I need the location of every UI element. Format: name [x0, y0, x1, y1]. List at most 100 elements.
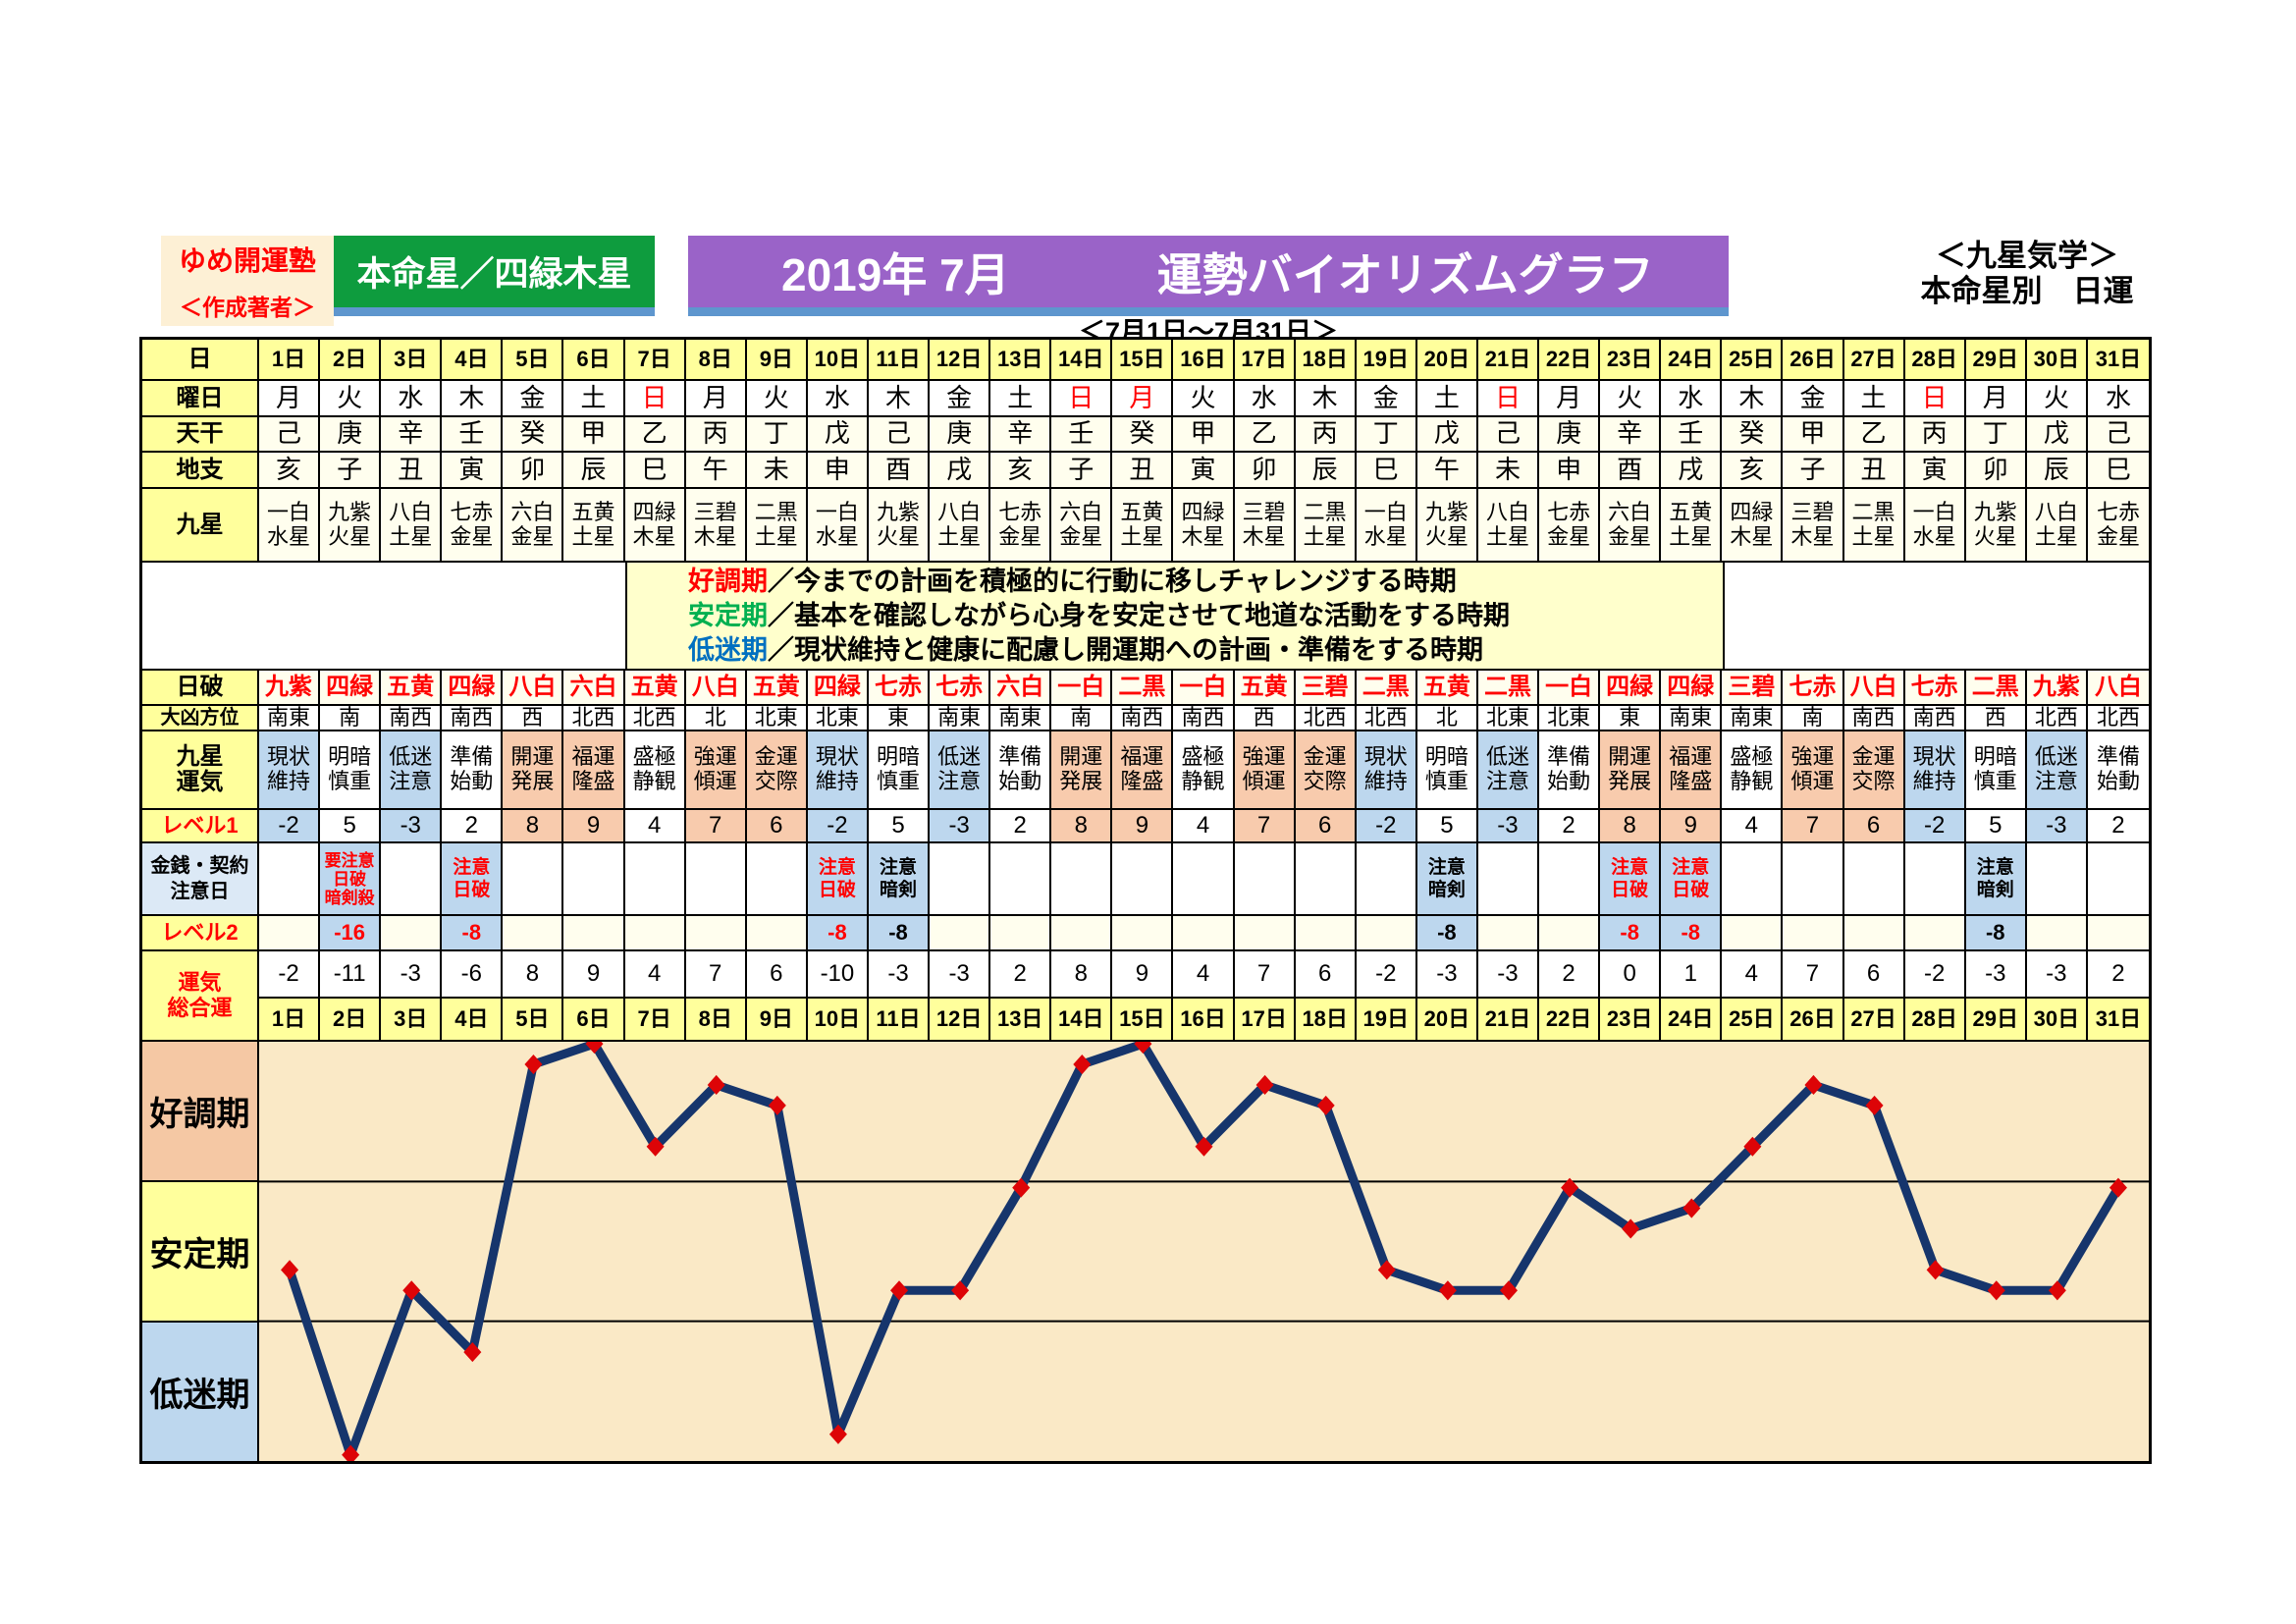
bottom-day-cell: 5日 — [503, 999, 564, 1040]
kyusei-cell: 三碧 木星 — [1234, 489, 1296, 561]
kyusei-cell: 八白 土星 — [2026, 489, 2088, 561]
unki-cell: 明暗 慎重 — [320, 731, 382, 808]
day-header-cell: 13日 — [990, 340, 1052, 379]
weekday-cell: 木 — [442, 381, 504, 415]
title-year-month: 2019年 7月 — [781, 248, 1010, 300]
unki-cell: 現状 維持 — [1904, 731, 1966, 808]
nichiha-cell: 四緑 — [1600, 671, 1662, 704]
level1-cell: 9 — [563, 810, 625, 841]
kinsen-cell — [1783, 843, 1844, 914]
weekday-cell: 金 — [930, 381, 991, 415]
data-point-diamond — [1804, 1074, 1823, 1096]
total-value-cell: 2 — [990, 951, 1052, 997]
chishi-cell: 午 — [1416, 453, 1478, 487]
weekday-cell: 水 — [2087, 381, 2149, 415]
nichiha-cell: 一白 — [1173, 671, 1235, 704]
unki-cell: 開運 発展 — [1051, 731, 1113, 808]
bottom-day-row: 1日 2日 3日 4日 5日 6日 7日 8日 9日 10日 11日 12日 13日 14日 15日 16日 1… — [259, 999, 2149, 1040]
kinsen-cell — [1234, 843, 1296, 914]
kinsen-cell — [1539, 843, 1601, 914]
kinsen-cell — [1173, 843, 1235, 914]
total-value-cell: 6 — [746, 951, 808, 997]
bottom-day-cell: 21日 — [1477, 999, 1540, 1040]
nichiha-cell: 五黄 — [1234, 671, 1296, 704]
kyusei-cell: 六白 金星 — [1051, 489, 1113, 561]
tenkan-cell: 丁 — [746, 417, 808, 451]
legend-desc: ／現状維持と健康に配慮し開運期への計画・準備をする時期 — [768, 635, 1483, 665]
weekday-cell: 水 — [1661, 381, 1723, 415]
tenkan-cell: 甲 — [563, 417, 625, 451]
day-header-cell: 8日 — [685, 340, 747, 379]
tenkan-cell: 丁 — [1356, 417, 1417, 451]
daikyo-cell: 南東 — [990, 706, 1052, 730]
chishi-cell: 申 — [807, 453, 869, 487]
level2-cell — [2026, 916, 2088, 949]
zone-label: 好調期 — [142, 1042, 257, 1182]
kyusei-cell: 四緑 木星 — [1173, 489, 1235, 561]
total-value-cell: 4 — [1722, 951, 1784, 997]
level2-cell — [1904, 916, 1966, 949]
data-point-diamond — [1438, 1280, 1457, 1301]
day-header-cell: 23日 — [1600, 340, 1662, 379]
nichiha-cell: 七赤 — [1904, 671, 1966, 704]
level2-cell — [563, 916, 625, 949]
legend-left-spacer — [142, 563, 625, 669]
daikyo-cell: 北東 — [1539, 706, 1601, 730]
total-value-cell: 7 — [1783, 951, 1844, 997]
data-point-diamond — [828, 1424, 847, 1444]
legend-line: 安定期／基本を確認しながら心身を安定させて地道な活動をする時期 — [688, 599, 1723, 632]
nichiha-cell: 七赤 — [868, 671, 931, 704]
data-point-diamond — [1743, 1136, 1762, 1157]
level2-cell — [1234, 916, 1296, 949]
bottom-day-cell: 23日 — [1600, 999, 1662, 1040]
tenkan-cell: 丙 — [1904, 417, 1966, 451]
level1-cell: -3 — [381, 810, 443, 841]
level1-cell: 2 — [1539, 810, 1601, 841]
total-value-cell: -3 — [868, 951, 931, 997]
chishi-cell: 寅 — [1904, 453, 1966, 487]
daikyo-cell: 南 — [320, 706, 382, 730]
bottom-day-cell: 8日 — [685, 999, 747, 1040]
daikyo-cell: 南 — [1783, 706, 1844, 730]
unki-row: 九星 運気 現状 維持 明暗 慎重 低迷 注意 準備 始動 開運 発展 福運 隆盛 盛極 静観 強運 傾運 金運 交際… — [142, 731, 2149, 810]
chishi-cell: 丑 — [381, 453, 443, 487]
daikyo-cell: 南西 — [381, 706, 443, 730]
kinsen-cell — [381, 843, 443, 914]
kyusei-kigaku-line1: ＜九星気学＞ — [1936, 239, 2118, 273]
level1-row: レベル1 -2 5 -3 2 8 9 4 7 6 -2 5 -3 2 8 9 4 7 6 -2 5 -3 2 8 9 4 7 6 -2 5… — [142, 810, 2149, 843]
unki-cell: 明暗 慎重 — [1416, 731, 1478, 808]
kyusei-cell: 三碧 木星 — [685, 489, 747, 561]
day-header-cell: 1日 — [259, 340, 321, 379]
total-values-row: -2 -11 -3 -6 8 9 4 7 6 -10 -3 -3 2 8 9 4 7 6 -2 -3 -3 2 0 1 4 7 6-… — [259, 951, 2149, 999]
level1-cell: 6 — [1295, 810, 1357, 841]
day-header-cell: 16日 — [1173, 340, 1235, 379]
total-value-cell: 2 — [2087, 951, 2149, 997]
weekday-cell: 火 — [320, 381, 382, 415]
kyusei-kigaku-title: ＜九星気学＞ 本命星別 日運 — [1895, 239, 2160, 309]
weekday-cell: 日 — [624, 381, 686, 415]
total-value-cell: -3 — [930, 951, 991, 997]
level2-cell — [2087, 916, 2149, 949]
chishi-cell: 酉 — [1600, 453, 1662, 487]
unki-cell: 福運 隆盛 — [1112, 731, 1174, 808]
tenkan-cell: 乙 — [1234, 417, 1296, 451]
nichiha-cell: 六白 — [990, 671, 1052, 704]
weekday-cell: 木 — [868, 381, 931, 415]
weekday-cell: 月 — [1112, 381, 1174, 415]
weekday-cell: 月 — [259, 381, 321, 415]
unki-cell: 準備 始動 — [442, 731, 504, 808]
bottom-day-cell: 24日 — [1661, 999, 1723, 1040]
level1-cell: 6 — [746, 810, 808, 841]
total-value-cell: -3 — [1477, 951, 1540, 997]
tenkan-cell: 丙 — [685, 417, 747, 451]
level2-cell: -8 — [1416, 916, 1478, 949]
weekday-cell: 日 — [1051, 381, 1113, 415]
tenkan-cell: 癸 — [1722, 417, 1784, 451]
bottom-day-cell: 7日 — [624, 999, 686, 1040]
level1-cell: 7 — [685, 810, 747, 841]
kyusei-cell: 七赤 金星 — [442, 489, 504, 561]
kyusei-cell: 二黒 土星 — [746, 489, 808, 561]
tenkan-cell: 乙 — [1843, 417, 1905, 451]
level1-cell: -3 — [1477, 810, 1540, 841]
data-point-diamond — [1499, 1280, 1518, 1301]
